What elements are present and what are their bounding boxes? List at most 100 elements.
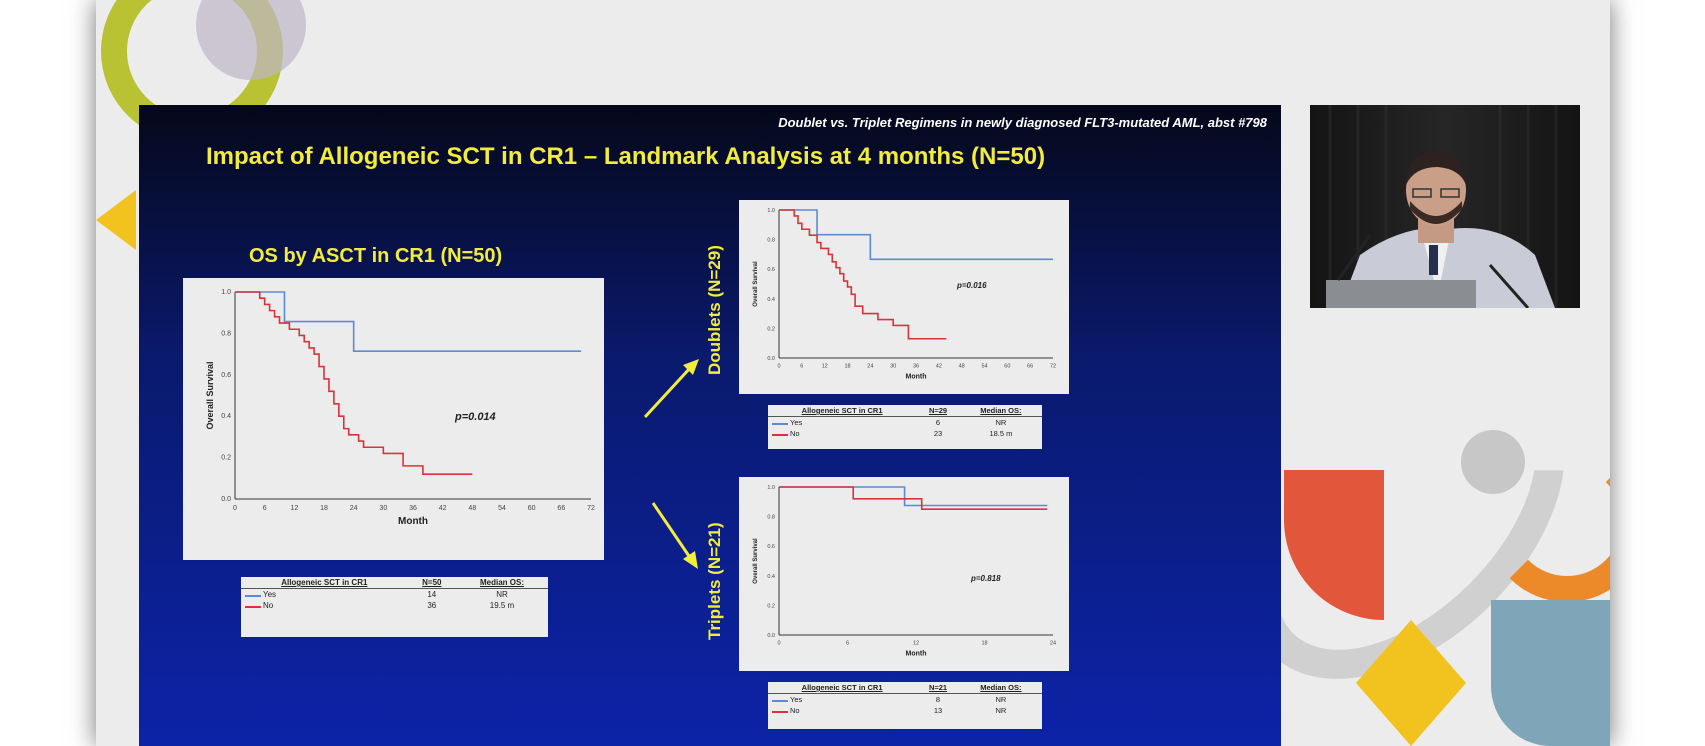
y-tick-label: 1.0 (767, 208, 775, 214)
p-value-annotation: p=0.818 (970, 574, 1001, 583)
legend-label-no: No (790, 706, 800, 715)
x-axis-label: Month (398, 516, 428, 527)
y-tick-label: 0.2 (221, 455, 231, 462)
x-tick-label: 24 (867, 364, 873, 370)
triplets-label: Triplets (N=21) (705, 522, 724, 640)
y-axis-label: Overall Survival (753, 538, 759, 584)
x-tick-label: 12 (290, 505, 298, 512)
x-tick-label: 6 (800, 364, 803, 370)
legend-swatch-no (245, 606, 261, 608)
doublet-chart-legend: Allogeneic SCT in CR1 N=29 Median OS: Yes 6… (768, 405, 1042, 449)
legend-row-no: No (768, 428, 916, 439)
x-tick-label: 72 (1050, 364, 1056, 370)
x-tick-label: 30 (379, 505, 387, 512)
legend-row-no: No (241, 600, 408, 611)
y-tick-label: 0.4 (221, 413, 231, 420)
main-chart-title: OS by ASCT in CR1 (N=50) (249, 245, 503, 267)
x-tick-label: 18 (844, 364, 850, 370)
arrowhead-triplets (683, 551, 698, 569)
x-tick-label: 6 (846, 641, 849, 647)
legend-n-yes: 6 (935, 418, 941, 427)
y-tick-label: 0.0 (767, 356, 775, 362)
y-tick-label: 0.6 (221, 372, 231, 379)
doublet-survival-chart: 0 6 12 18 24 30 36 42 48 54 60 66 72 0.0 0.2 0.4 0.6 0.8 1… (753, 208, 1056, 381)
y-tick-label: 0.4 (767, 574, 775, 580)
y-axis-label: Overall Survival (753, 261, 759, 307)
y-tick-label: 0.2 (767, 603, 775, 609)
y-tick-label: 0.0 (767, 633, 775, 639)
doublets-label: Doublets (N=29) (705, 245, 724, 375)
legend-swatch-yes (772, 700, 788, 702)
x-tick-label: 60 (1004, 364, 1010, 370)
main-survival-chart: 0 6 12 18 24 30 36 42 48 54 60 66 72 0.0 0.2 0.4 0.6 0.8 1… (205, 289, 595, 527)
triplet-chart-legend: Allogeneic SCT in CR1 N=21 Median OS: Yes 8… (768, 682, 1042, 729)
triplet-chart-panel: 0 6 12 18 24 0.0 0.2 0.4 0.6 0.8 1.0 Month Overall S… (739, 477, 1069, 671)
x-tick-label: 48 (959, 364, 965, 370)
legend-n-no: 13 (933, 706, 943, 715)
y-tick-label: 0.2 (767, 326, 775, 332)
y-tick-label: 1.0 (767, 485, 775, 491)
legend-header-group: Allogeneic SCT in CR1 (801, 683, 883, 692)
p-value-annotation: p=0.014 (454, 411, 496, 423)
legend-n-yes: 8 (935, 695, 941, 704)
legend-median-yes: NR (995, 695, 1007, 704)
presentation-slide: Doublet vs. Triplet Regimens in newly di… (139, 105, 1281, 746)
arrow-to-triplets (651, 502, 693, 560)
legend-n-no: 23 (933, 429, 943, 438)
y-tick-label: 1.0 (221, 289, 231, 296)
series-line-no (779, 486, 1048, 510)
decor-shape (1491, 600, 1610, 746)
legend-median-no: 18.5 m (989, 429, 1013, 438)
legend-median-yes: NR (496, 590, 508, 599)
y-tick-label: 0.0 (221, 496, 231, 503)
legend-label-no: No (790, 429, 800, 438)
x-tick-label: 24 (1050, 641, 1056, 647)
decor-shape (96, 190, 136, 250)
y-tick-label: 0.8 (767, 238, 775, 244)
x-tick-label: 12 (822, 364, 828, 370)
legend-row-yes: Yes (768, 417, 916, 429)
speaker-image (1310, 105, 1580, 308)
x-tick-label: 24 (350, 505, 358, 512)
y-tick-label: 0.4 (767, 297, 775, 303)
series-line-yes (779, 486, 1048, 507)
x-tick-label: 54 (498, 505, 506, 512)
speaker-video (1310, 105, 1580, 308)
x-tick-label: 42 (936, 364, 942, 370)
legend-n-yes: 14 (427, 590, 437, 599)
x-tick-label: 60 (528, 505, 536, 512)
legend-swatch-no (772, 434, 788, 436)
legend-median-no: 19.5 m (489, 601, 515, 610)
x-axis-label: Month (906, 651, 927, 658)
x-tick-label: 36 (409, 505, 417, 512)
x-axis-label: Month (906, 374, 927, 381)
legend-header-median: Median OS: (479, 578, 524, 587)
series-line-yes (235, 291, 582, 353)
y-axis-label: Overall Survival (205, 361, 215, 429)
legend-label-yes: Yes (790, 695, 803, 704)
y-tick-label: 0.6 (767, 267, 775, 273)
legend-header-n: N=29 (928, 406, 948, 415)
slide-header: Doublet vs. Triplet Regimens in newly di… (778, 115, 1267, 130)
legend-row-no: No (768, 705, 916, 716)
y-tick-label: 0.8 (767, 515, 775, 521)
x-tick-label: 36 (913, 364, 919, 370)
x-tick-label: 30 (890, 364, 896, 370)
y-tick-label: 0.8 (221, 330, 231, 337)
x-tick-label: 66 (1027, 364, 1033, 370)
series-line-no (779, 209, 947, 340)
legend-header-median: Median OS: (980, 406, 1022, 415)
triplet-survival-chart: 0 6 12 18 24 0.0 0.2 0.4 0.6 0.8 1.0 Month Overall S… (753, 485, 1056, 658)
p-value-annotation: p=0.016 (956, 281, 987, 290)
legend-label-no: No (263, 601, 274, 610)
legend-swatch-no (772, 711, 788, 713)
legend-n-no: 36 (427, 601, 437, 610)
x-tick-label: 66 (557, 505, 565, 512)
main-chart-legend: Allogeneic SCT in CR1 N=50 Median OS: Yes 1… (241, 577, 548, 637)
x-tick-label: 0 (233, 505, 237, 512)
video-frame: Doublet vs. Triplet Regimens in newly di… (96, 0, 1610, 746)
legend-swatch-yes (245, 595, 261, 597)
series-line-yes (779, 209, 1053, 261)
arrow-to-doublets (643, 365, 693, 419)
x-tick-label: 0 (777, 641, 780, 647)
